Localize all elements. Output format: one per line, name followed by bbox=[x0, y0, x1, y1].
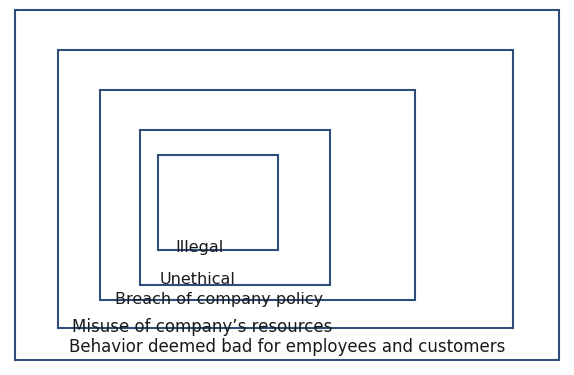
Text: Illegal: Illegal bbox=[175, 240, 223, 255]
Text: Unethical: Unethical bbox=[160, 272, 236, 287]
Text: Breach of company policy: Breach of company policy bbox=[115, 292, 323, 307]
Text: Behavior deemed bad for employees and customers: Behavior deemed bad for employees and cu… bbox=[69, 338, 505, 356]
Bar bbox=[158, 155, 278, 250]
Bar bbox=[100, 90, 415, 300]
Bar bbox=[140, 130, 330, 285]
Text: Misuse of company’s resources: Misuse of company’s resources bbox=[72, 318, 332, 336]
Bar bbox=[58, 50, 513, 328]
